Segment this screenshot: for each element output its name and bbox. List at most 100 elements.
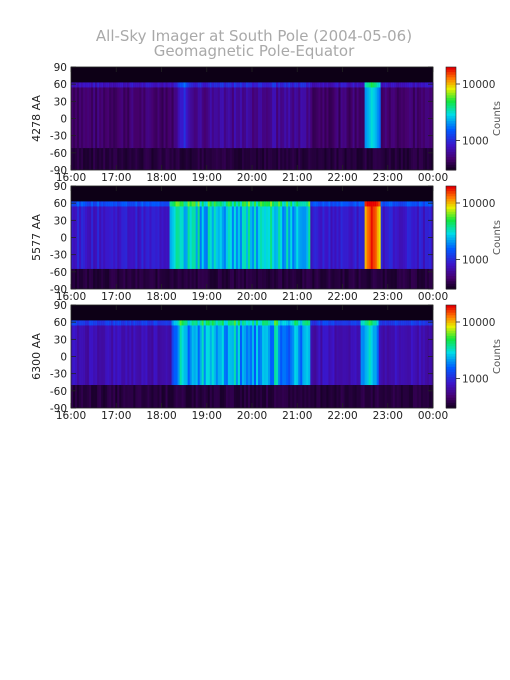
heatmap-cell xyxy=(310,320,313,386)
heatmap-cell xyxy=(348,320,351,386)
heatmap-cell xyxy=(241,320,245,386)
heatmap-cell xyxy=(171,201,174,207)
heatmap-cell xyxy=(223,268,227,289)
heatmap-cell xyxy=(213,201,217,207)
heatmap-cell xyxy=(270,320,273,386)
heatmap-cell xyxy=(302,82,305,149)
y-tick-label: 30 xyxy=(54,334,67,346)
heatmap-cell xyxy=(121,268,124,289)
heatmap-cell xyxy=(384,148,388,170)
heatmap-cell xyxy=(87,268,90,289)
y-tick-label: 30 xyxy=(54,96,67,108)
heatmap-cell xyxy=(121,320,124,326)
heatmap-cell xyxy=(71,320,74,386)
heatmap-cell xyxy=(390,320,394,326)
heatmap-cell xyxy=(79,385,82,408)
heatmap-cell xyxy=(207,320,211,386)
heatmap-cell xyxy=(348,82,351,88)
heatmap-cell xyxy=(284,82,287,88)
heatmap-cell xyxy=(207,201,211,207)
heatmap-cell xyxy=(330,320,333,326)
heatmap-cell xyxy=(143,201,146,207)
heatmap-cell xyxy=(89,385,92,408)
heatmap-cell xyxy=(199,320,203,326)
heatmap-cell xyxy=(350,82,353,149)
heatmap-cell xyxy=(225,148,229,170)
heatmap-cell xyxy=(292,201,295,269)
heatmap-cell xyxy=(107,268,110,289)
heatmap-cell xyxy=(207,320,211,326)
heatmap-cell xyxy=(342,385,345,408)
heatmap-cell xyxy=(314,82,317,149)
heatmap-cell xyxy=(430,82,434,88)
heatmap-cell xyxy=(115,385,118,408)
heatmap-cell xyxy=(93,82,96,149)
heatmap-cell xyxy=(330,268,333,289)
heatmap-cell xyxy=(366,385,370,408)
y-axis-label: 4278 AA xyxy=(30,95,43,142)
heatmap-cell xyxy=(241,148,245,170)
colorbar-segment xyxy=(446,201,456,205)
heatmap-cell xyxy=(274,82,277,88)
heatmap-cell xyxy=(308,385,311,408)
heatmap-cell xyxy=(95,268,98,289)
heatmap-cell xyxy=(322,148,325,170)
heatmap-cell xyxy=(143,320,146,386)
heatmap-cell xyxy=(420,320,424,326)
heatmap-cell xyxy=(143,82,146,149)
heatmap-cell xyxy=(388,320,392,386)
heatmap-cell xyxy=(430,201,434,269)
heatmap-cell xyxy=(117,82,120,149)
heatmap-cell xyxy=(205,268,209,289)
heatmap-cell xyxy=(141,268,144,289)
heatmap-cell xyxy=(181,82,185,88)
heatmap-cell xyxy=(270,82,273,149)
heatmap-cell xyxy=(318,320,321,386)
heatmap-cell xyxy=(221,385,225,408)
heatmap-cell xyxy=(171,320,174,326)
heatmap-cell xyxy=(173,82,176,149)
heatmap-cell xyxy=(83,148,86,170)
heatmap-cell xyxy=(428,82,432,88)
heatmap-cell xyxy=(362,268,366,289)
heatmap-cell xyxy=(147,201,150,207)
heatmap-cell xyxy=(97,268,100,289)
heatmap-cell xyxy=(404,268,408,289)
heatmap-cell xyxy=(404,320,408,326)
colorbar-segment xyxy=(446,67,456,71)
heatmap-cell xyxy=(239,148,243,170)
heatmap-cell xyxy=(252,201,255,207)
heatmap-cell xyxy=(209,201,213,269)
heatmap-cell xyxy=(320,385,323,408)
heatmap-cell xyxy=(89,201,92,269)
heatmap-cell xyxy=(93,320,96,326)
heatmap-cell xyxy=(179,320,183,326)
heatmap-cell xyxy=(364,385,368,408)
colorbar-segment xyxy=(446,159,456,163)
heatmap-cell xyxy=(221,268,225,289)
heatmap-cell xyxy=(173,268,176,289)
heatmap-cell xyxy=(428,320,432,326)
heatmap-cell xyxy=(239,201,243,207)
heatmap-cell xyxy=(231,82,235,149)
heatmap-cell xyxy=(356,320,359,386)
x-tick-label: 22:00 xyxy=(327,291,357,303)
heatmap-cell xyxy=(264,385,267,408)
heatmap-cell xyxy=(352,268,355,289)
heatmap-cell xyxy=(85,320,88,326)
heatmap-cell xyxy=(404,201,408,269)
heatmap-cell xyxy=(260,201,263,207)
heatmap-cell xyxy=(229,320,233,326)
heatmap-cell xyxy=(360,82,364,88)
heatmap-cell xyxy=(229,201,233,207)
colorbar-segment xyxy=(446,268,456,272)
heatmap-cell xyxy=(147,148,150,170)
heatmap-cell xyxy=(300,385,303,408)
heatmap-cell xyxy=(258,82,261,88)
heatmap-cell xyxy=(157,320,160,326)
heatmap-cell xyxy=(139,201,142,207)
heatmap-cell xyxy=(245,82,249,149)
heatmap-cell xyxy=(348,201,351,207)
